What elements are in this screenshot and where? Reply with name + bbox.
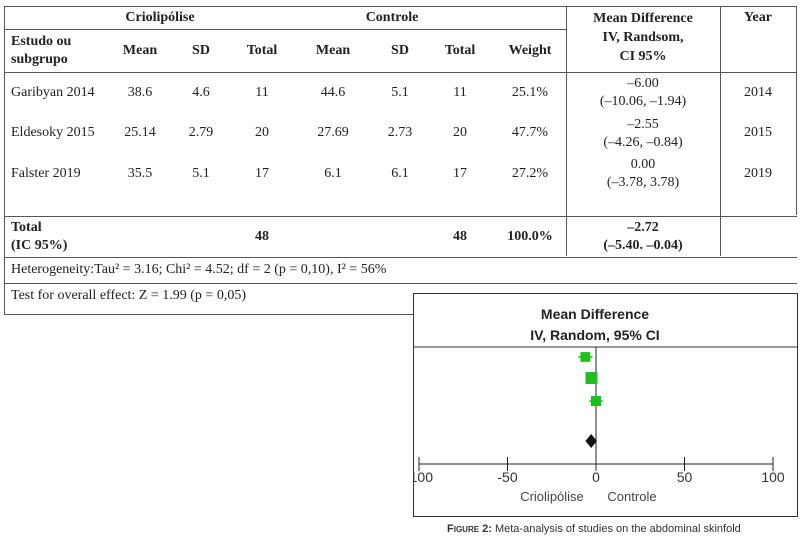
heterogeneity-bottom-border (4, 283, 797, 284)
md-header-line-1: Mean Difference (593, 11, 693, 26)
sd2-value: 2.73 (387, 125, 413, 140)
md-header-line-2: IV, Randsom, (602, 30, 684, 45)
mean2-value: 27.69 (317, 125, 349, 140)
sd1-header: SD (192, 43, 210, 58)
total1-value: 11 (255, 85, 269, 100)
sd1-value: 2.79 (188, 125, 214, 140)
x-tick-label: -50 (497, 469, 517, 485)
group-header-underline-left (4, 29, 566, 30)
study-header-line-2: subgrupo (11, 52, 68, 67)
sd1-value: 5.1 (192, 166, 210, 181)
weight-value: 27.2% (511, 166, 549, 181)
md-ci: (–3.78, 3.78) (606, 175, 680, 190)
total-top-border (4, 216, 797, 217)
weight-value: 47.7% (511, 125, 549, 140)
total-label-line-1: Total (11, 220, 42, 235)
x-tick-label: 50 (677, 469, 693, 485)
sd1-value: 4.6 (192, 85, 210, 100)
pooled-md-ci: (–5.40. –0.04) (603, 238, 683, 253)
study-effect-marker (580, 352, 591, 362)
heterogeneity-statistics: Heterogeneity:Tau² = 3.16; Chi² = 4.52; … (11, 262, 387, 277)
mean1-value: 38.6 (127, 85, 153, 100)
year-value: 2019 (744, 166, 772, 181)
total2-sum: 48 (453, 229, 467, 244)
study-header-line-1: Estudo ou (11, 34, 72, 49)
md-ci: (–4.26, –0.84) (603, 135, 683, 150)
year-column-separator (720, 6, 721, 256)
x-tick-label: 100 (761, 469, 785, 485)
total-weight: 100.0% (507, 229, 553, 244)
total-label-line-2: (IC 95%) (11, 238, 68, 253)
x-tick-label: -100 (414, 469, 433, 485)
md-column-separator (566, 6, 567, 256)
mean1-value: 35.5 (127, 166, 153, 181)
weight-header: Weight (508, 43, 552, 58)
md-value: –2.55 (627, 117, 659, 132)
study-effect-marker (590, 395, 602, 407)
total-bottom-border (4, 257, 797, 258)
figure-caption-label: Figure 2: (447, 523, 492, 535)
total2-header: Total (444, 43, 476, 58)
study-name: Falster 2019 (11, 166, 81, 181)
study-name: Garibyan 2014 (11, 85, 95, 100)
study-effect-marker (585, 372, 598, 384)
total1-header: Total (246, 43, 278, 58)
plot-title-line-2: IV, Random, 95% CI (530, 327, 659, 343)
header-bottom-border (4, 72, 797, 73)
sd2-header: SD (391, 43, 409, 58)
total1-sum: 48 (255, 229, 269, 244)
group-header-criolipolise: Criolipólise (125, 10, 195, 25)
table-right-border (796, 6, 797, 215)
overall-effect-test: Test for overall effect: Z = 1.99 (p = 0… (11, 288, 246, 303)
forest-plot-canvas: Mean Difference IV, Random, 95% CI -100 -… (414, 306, 797, 504)
sd2-value: 5.1 (391, 85, 409, 100)
total2-value: 11 (453, 85, 467, 100)
mean2-header: Mean (315, 43, 351, 58)
x-tick-label: 0 (592, 469, 600, 485)
x-axis-label-criolipolise: Criolipólise (520, 489, 584, 504)
md-value: –6.00 (627, 76, 659, 91)
pooled-effect-diamond (585, 434, 597, 448)
sd2-value: 6.1 (391, 166, 409, 181)
md-value: 0.00 (630, 157, 656, 172)
table-top-border (4, 6, 797, 7)
year-value: 2014 (744, 85, 772, 100)
forest-plot: Mean Difference IV, Random, 95% CI -100 -… (413, 293, 798, 517)
total2-value: 20 (453, 125, 467, 140)
mean1-value: 25.14 (124, 125, 156, 140)
mean2-value: 44.6 (320, 85, 346, 100)
total2-value: 17 (453, 166, 467, 181)
group-header-controle: Controle (365, 10, 419, 25)
x-axis-label-controle: Controle (607, 489, 656, 504)
table-left-border (4, 6, 5, 315)
weight-value: 25.1% (511, 85, 549, 100)
table-bottom-border (4, 314, 414, 315)
year-header: Year (744, 10, 772, 25)
total1-value: 20 (255, 125, 269, 140)
year-value: 2015 (744, 125, 772, 140)
md-header-line-3: CI 95% (619, 49, 667, 64)
mean2-value: 6.1 (324, 166, 342, 181)
total1-value: 17 (255, 166, 269, 181)
mean1-header: Mean (122, 43, 158, 58)
study-name: Eldesoky 2015 (11, 125, 95, 140)
md-ci: (–10.06, –1.94) (599, 94, 687, 109)
pooled-md-value: –2.72 (627, 220, 659, 235)
figure-caption: Figure 2: Meta-analysis of studies on th… (447, 523, 741, 535)
plot-title-line-1: Mean Difference (541, 306, 649, 322)
figure-caption-text: Meta-analysis of studies on the abdomina… (494, 523, 741, 535)
